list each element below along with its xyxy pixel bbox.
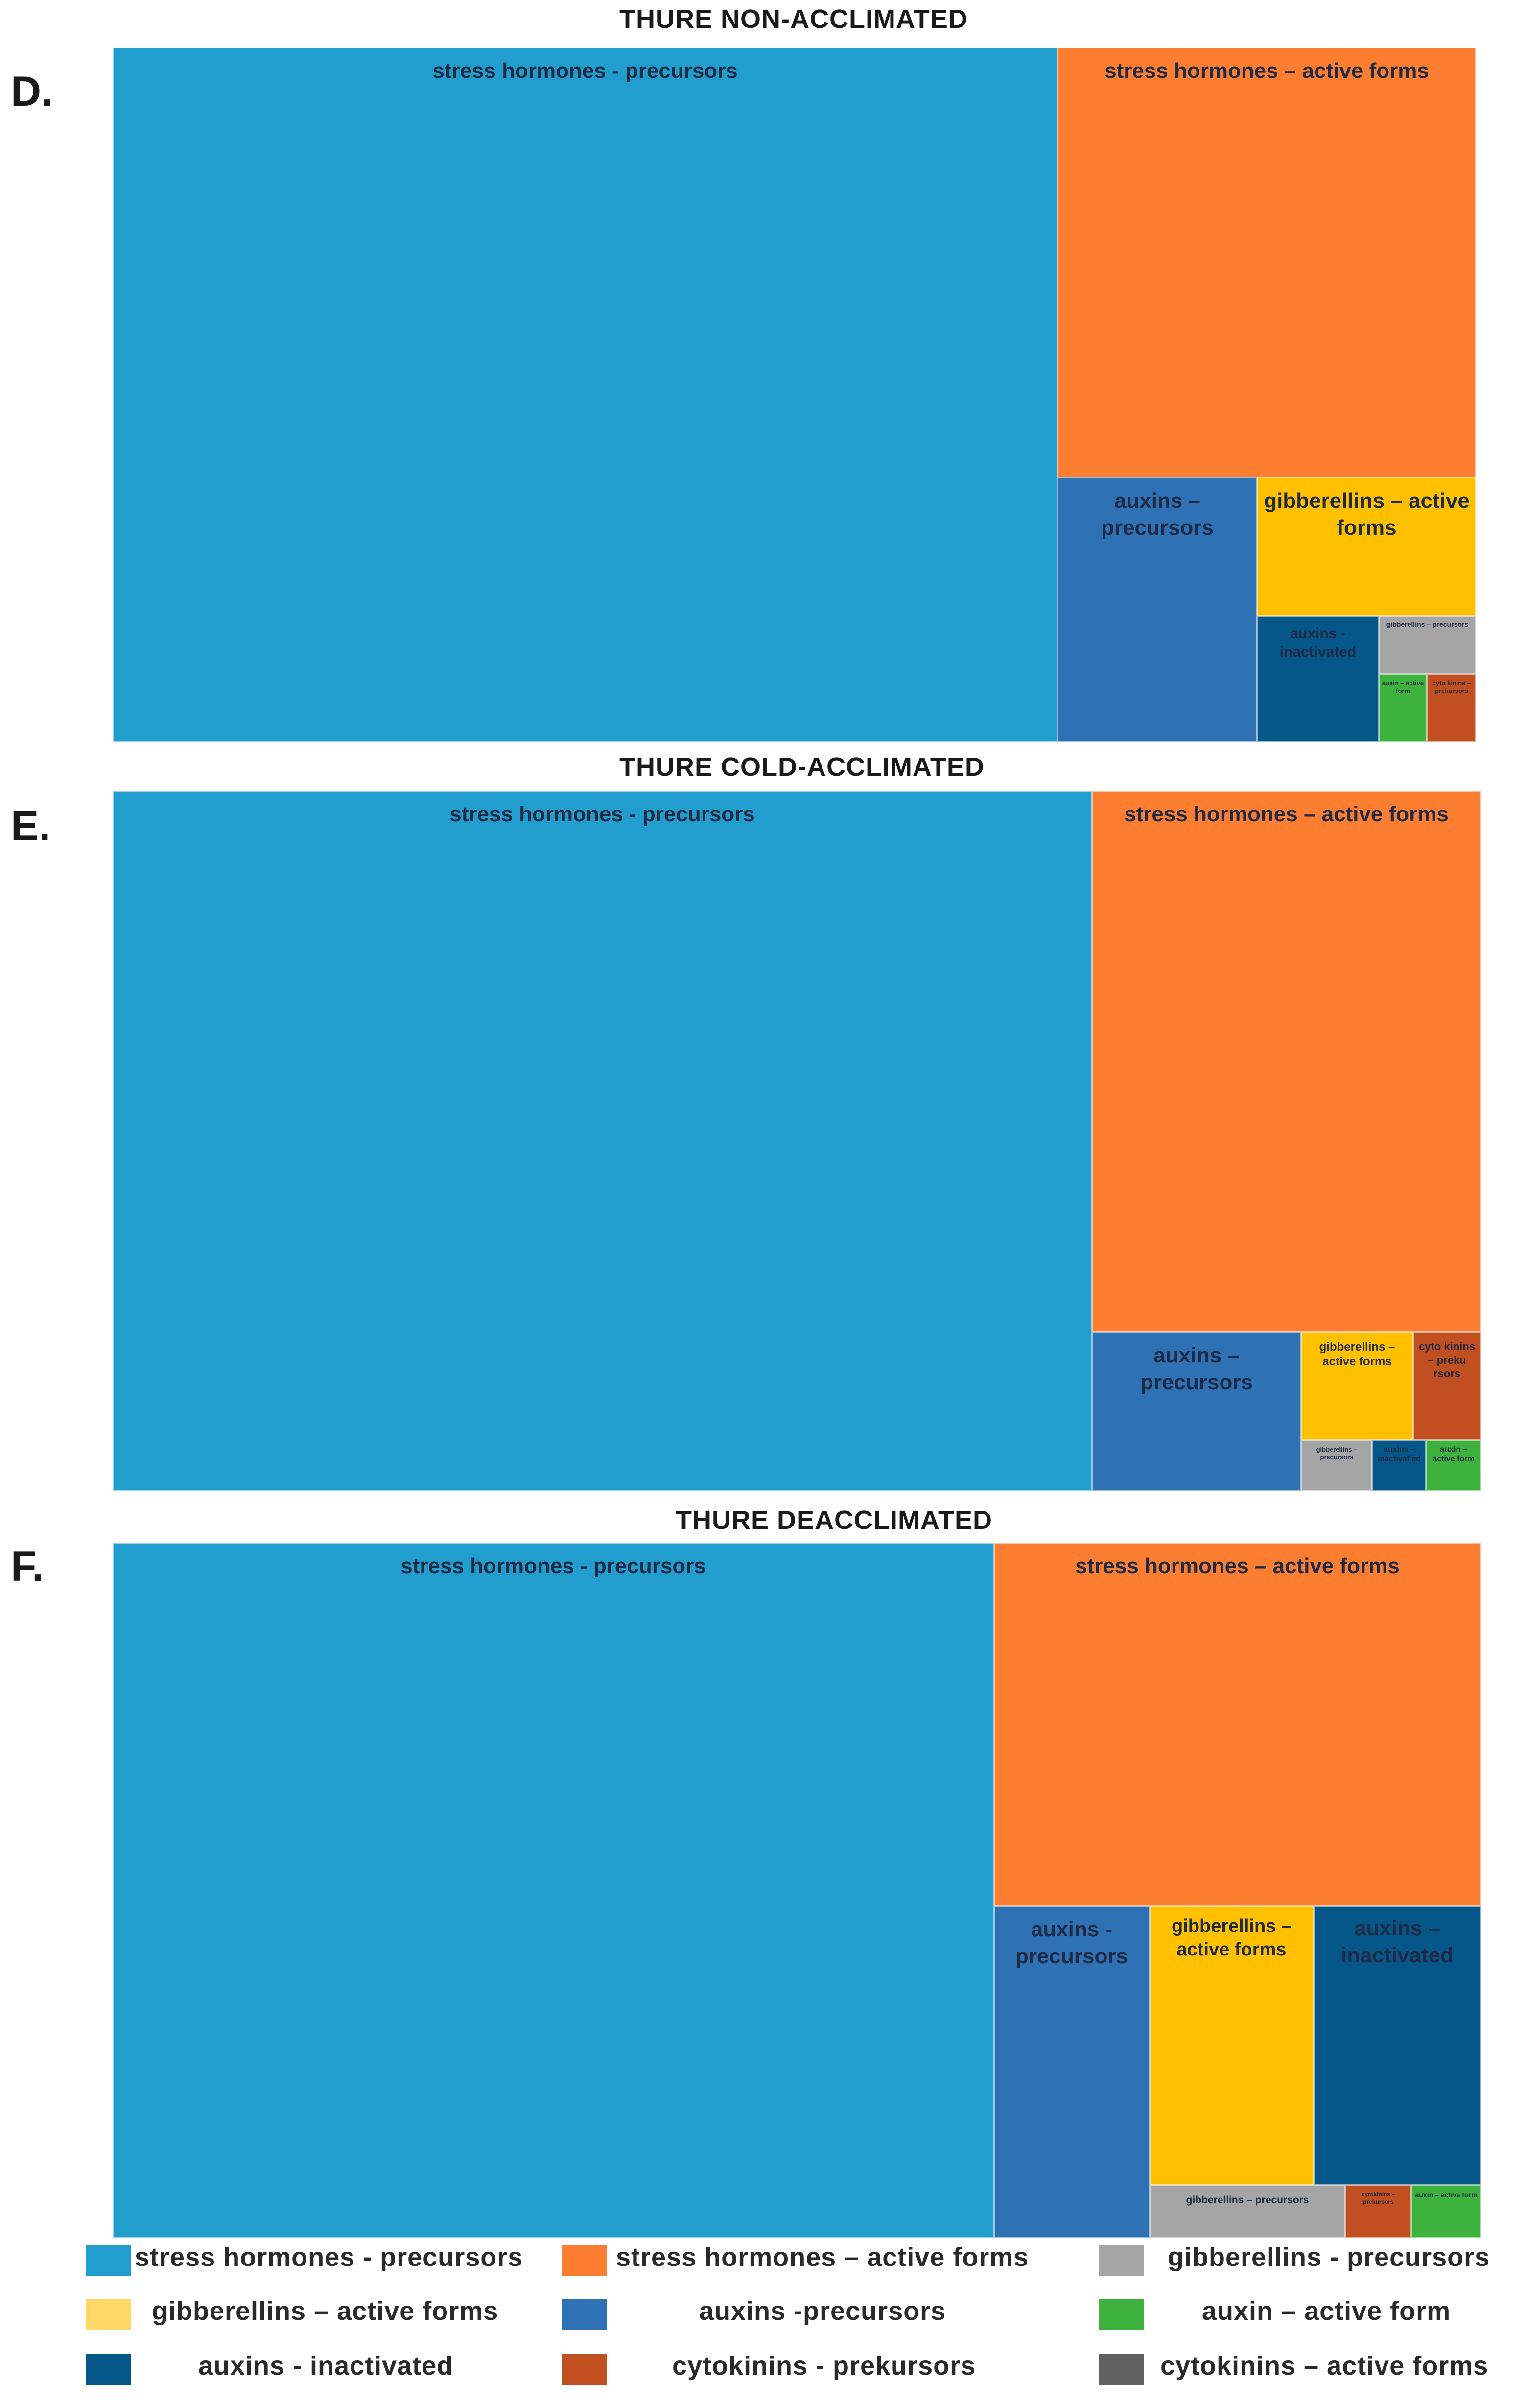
treemap-rect-label: auxins - precursors — [1015, 1917, 1128, 1968]
treemap-rect: gibberellins – precursors — [1150, 2185, 1345, 2238]
legend-label: gibberellins - precursors — [1168, 2242, 1490, 2272]
treemap-rect-label: stress hormones - precursors — [449, 802, 755, 826]
treemap-rect: gibberellins – active forms — [1150, 1906, 1314, 2185]
treemap-rect: stress hormones - precursors — [113, 1543, 994, 2238]
treemap-rect: gibberellins – active forms — [1257, 477, 1476, 616]
treemap-rect-label: auxin – active form — [1415, 2191, 1478, 2199]
legend-label: auxin – active form — [1202, 2296, 1451, 2326]
treemap-rect: stress hormones – active forms — [1057, 48, 1476, 477]
treemap-rect-label: auxins – inactivated — [1341, 1916, 1454, 1967]
treemap-rect-label: gibberellins – active forms — [1264, 489, 1470, 540]
legend-swatch — [562, 2354, 607, 2385]
treemap-rect: auxins – inactivat ed — [1372, 1440, 1426, 1491]
legend-label: cytokinins – active forms — [1160, 2351, 1489, 2381]
treemap-rect: stress hormones - precursors — [113, 48, 1057, 742]
legend-swatch — [86, 2245, 131, 2276]
panel-f-title: THURE DEACCLIMATED — [676, 1505, 992, 1535]
treemap-rect-label: auxins – precursors — [1140, 1343, 1253, 1394]
treemap-rect: auxin – active form — [1411, 2185, 1481, 2238]
legend-label: auxins -precursors — [699, 2296, 946, 2326]
treemap-rect-label: auxin – active form — [1433, 1445, 1475, 1463]
legend-label: cytokinins - prekursors — [672, 2351, 976, 2381]
treemap-rect: cyto kinins – prekursors — [1427, 674, 1476, 742]
treemap-rect: gibberellins – active forms — [1301, 1332, 1413, 1440]
treemap-rect: gibberellins – precursors — [1301, 1440, 1372, 1491]
treemap-rect: stress hormones - precursors — [113, 791, 1092, 1491]
treemap-rect-label: cyto kinins – preku rsors — [1419, 1340, 1475, 1380]
legend-label: stress hormones – active forms — [616, 2242, 1029, 2272]
treemap-rect: auxin – active form — [1379, 674, 1427, 742]
treemap-rect: auxin – active form — [1426, 1440, 1481, 1491]
treemap-rect-label: cyto kinins – prekursors — [1432, 679, 1471, 695]
treemap-rect: auxins – precursors — [1092, 1332, 1301, 1491]
treemap-rect: auxins – inactivated — [1314, 1906, 1481, 2185]
panel-e-letter: E. — [11, 803, 51, 850]
legend-label: gibberellins – active forms — [152, 2296, 499, 2326]
treemap-rect: cyto kinins – preku rsors — [1413, 1332, 1481, 1440]
treemap-rect: stress hormones – active forms — [994, 1543, 1481, 1906]
treemap-rect: cytokinins – prekursors — [1345, 2185, 1411, 2238]
treemap-rect-label: stress hormones – active forms — [1075, 1554, 1400, 1578]
treemap-rect: auxins – precursors — [1057, 477, 1257, 742]
treemap-rect-label: auxins – precursors — [1101, 489, 1214, 540]
panel-f-letter: F. — [11, 1543, 44, 1590]
panel-d-title: THURE NON-ACCLIMATED — [619, 4, 968, 34]
panel-d-letter: D. — [11, 68, 53, 115]
panel-e-title: THURE COLD-ACCLIMATED — [619, 752, 985, 782]
treemap-f: stress hormones - precursors stress hormo… — [113, 1543, 1481, 2238]
treemap-rect-label: gibberellins – active forms — [1319, 1340, 1395, 1368]
treemap-rect-label: stress hormones - precursors — [432, 59, 738, 83]
legend-swatch — [86, 2299, 131, 2330]
legend-swatch — [562, 2299, 607, 2330]
treemap-rect-label: gibberellins – precursors — [1316, 1446, 1358, 1461]
treemap-d: stress hormones - precursors stress hormo… — [113, 48, 1476, 742]
treemap-rect-label: gibberellins – precursors — [1386, 620, 1469, 628]
treemap-rect-label: stress hormones - precursors — [400, 1554, 706, 1578]
treemap-rect-label: stress hormones – active forms — [1124, 802, 1449, 826]
treemap-rect-label: gibberellins – active forms — [1172, 1916, 1292, 1960]
legend-label: stress hormones - precursors — [135, 2242, 523, 2272]
legend-swatch — [562, 2245, 607, 2276]
treemap-e: stress hormones - precursors stress hormo… — [113, 791, 1481, 1491]
treemap-rect-label: auxins – inactivat ed — [1377, 1445, 1421, 1463]
treemap-rect: auxins - precursors — [994, 1906, 1150, 2238]
treemap-rect: auxins - inactivated — [1257, 616, 1379, 742]
legend-label: auxins - inactivated — [198, 2351, 454, 2381]
legend-swatch — [1099, 2354, 1144, 2385]
treemap-rect: stress hormones – active forms — [1092, 791, 1481, 1332]
legend-swatch — [86, 2354, 131, 2385]
treemap-rect-label: auxins - inactivated — [1279, 625, 1357, 660]
treemap-rect-label: auxin – active form — [1382, 679, 1424, 695]
legend-swatch — [1099, 2245, 1144, 2276]
treemap-rect-label: gibberellins – precursors — [1186, 2194, 1309, 2206]
treemap-rect: gibberellins – precursors — [1379, 616, 1476, 674]
treemap-rect-label: stress hormones – active forms — [1104, 59, 1429, 83]
treemap-rect-label: cytokinins – prekursors — [1361, 2191, 1396, 2205]
legend-swatch — [1099, 2299, 1144, 2330]
